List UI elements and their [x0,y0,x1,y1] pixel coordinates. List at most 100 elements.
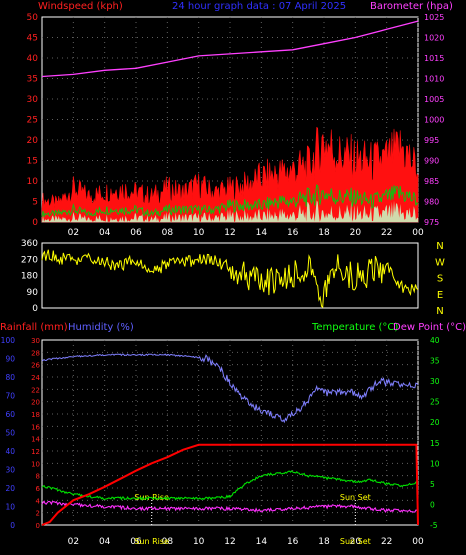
wind-x-tick-label: 10 [193,228,205,238]
rainfall-tick-label: 24 [31,374,40,382]
windspeed-tick-label: 50 [27,13,39,23]
temperature-tick-label: 40 [430,336,440,345]
temperature-tick-label: 35 [430,357,440,366]
windspeed-tick-label: 15 [27,157,38,167]
barometer-tick-label: 1000 [424,116,444,125]
temperature-axis-label: Temperature (°C) [311,322,398,333]
direction-tick-label: 180 [21,272,38,282]
humidity-axis-label: Humidity (%) [68,322,134,333]
wind-average-line [41,184,419,218]
windspeed-tick-label: 20 [27,136,39,146]
rainfall-tick-label: 14 [31,436,40,444]
direction-tick-label: 90 [27,288,39,298]
chart-marks: 0510152025303540455097598098599099510001… [1,13,445,547]
barometer-tick-label: 1005 [424,95,444,104]
barometer-tick-label: 975 [424,218,439,227]
rainfall-tick-label: 20 [31,399,40,407]
compass-label: N [436,306,443,317]
rainfall-tick-label: 6 [36,485,41,493]
windspeed-tick-label: 10 [27,177,39,187]
barometer-axis-label: Barometer (hpa) [370,1,453,12]
windspeed-tick-label: 35 [27,75,38,85]
chart-title: 24 hour graph data : 07 April 2025 [172,1,346,12]
temp-x-tick-label: 02 [68,537,79,547]
temperature-tick-label: 10 [430,459,440,468]
windspeed-tick-label: 25 [27,116,38,126]
temp-x-tick-label: 12 [224,537,235,547]
direction-tick-label: 0 [32,304,38,314]
temperature-tick-label: 0 [430,500,435,509]
barometer-tick-label: 990 [424,157,439,166]
sun-marker-label: Sun Set [340,493,371,502]
direction-tick-label: 360 [21,239,38,249]
temperature-tick-label: 30 [430,377,440,386]
dewpoint-line [41,500,419,513]
temperature-tick-label: 25 [430,398,440,407]
windspeed-tick-label: 30 [27,95,39,105]
humidity-tick-label: 80 [5,373,15,382]
temperature-tick-label: 5 [430,480,435,489]
barometer-tick-label: 985 [424,177,439,186]
temp-x-tick-label: 00 [412,537,424,547]
rainfall-tick-label: 18 [31,411,40,419]
compass-label: S [437,274,443,285]
direction-tick-label: 270 [21,255,38,265]
wind-x-tick-label: 08 [162,228,174,238]
wind-x-tick-label: 14 [256,228,268,238]
rainfall-tick-label: 30 [31,337,40,345]
rainfall-tick-label: 26 [31,362,40,370]
rainfall-tick-label: 22 [31,386,40,394]
rainfall-tick-label: 0 [36,522,40,530]
temp-x-tick-label: 22 [381,537,392,547]
temp-x-tick-label: 10 [193,537,205,547]
temp-x-tick-label: 18 [318,537,330,547]
windspeed-tick-label: 5 [32,198,38,208]
windspeed-tick-label: 45 [27,34,38,44]
barometer-tick-label: 1010 [424,75,444,84]
barometer-tick-label: 980 [424,198,439,207]
temp-x-tick-label: 08 [162,537,174,547]
compass-label: W [435,257,445,268]
windspeed-tick-label: 0 [32,218,38,228]
barometer-tick-label: 1025 [424,13,444,22]
wind-x-tick-label: 12 [224,228,235,238]
wind-x-tick-label: 00 [412,228,424,238]
wind-gust-area [41,126,419,223]
wind-x-tick-label: 06 [130,228,142,238]
barometer-tick-label: 1015 [424,54,444,63]
wind-x-tick-label: 18 [318,228,330,238]
humidity-tick-label: 0 [10,521,15,530]
rainfall-tick-label: 10 [31,460,40,468]
temperature-tick-label: 15 [430,439,440,448]
windspeed-axis-label: Windspeed (kph) [38,1,123,12]
rainfall-tick-label: 4 [36,497,41,505]
wind-x-tick-label: 22 [381,228,392,238]
rainfall-line [41,443,419,526]
barometer-tick-label: 1020 [424,34,444,43]
sun-marker-footer-label: Sun Rise [134,537,169,546]
temperature-tick-label: 20 [430,418,440,427]
windspeed-tick-label: 40 [27,54,39,64]
compass-label: N [436,241,443,252]
humidity-tick-label: 50 [5,429,15,438]
barometer-line [41,20,419,78]
rainfall-axis-label: Rainfall (mm) [0,322,68,333]
temp-x-tick-label: 16 [287,537,299,547]
wind-calm-area [42,200,418,222]
humidity-tick-label: 20 [5,484,15,493]
temperature-line [41,470,419,501]
humidity-tick-label: 70 [5,392,15,401]
humidity-tick-label: 10 [5,503,15,512]
temp-x-tick-label: 06 [130,537,142,547]
rainfall-tick-label: 8 [36,473,40,481]
rainfall-tick-label: 2 [36,510,40,518]
wind-x-tick-label: 16 [287,228,299,238]
temp-x-tick-label: 20 [350,537,362,547]
temp-x-tick-label: 14 [256,537,268,547]
humidity-line [41,353,419,424]
sun-marker-footer-label: Sun Set [340,537,371,546]
humidity-tick-label: 30 [5,466,15,475]
wind-x-tick-label: 02 [68,228,79,238]
